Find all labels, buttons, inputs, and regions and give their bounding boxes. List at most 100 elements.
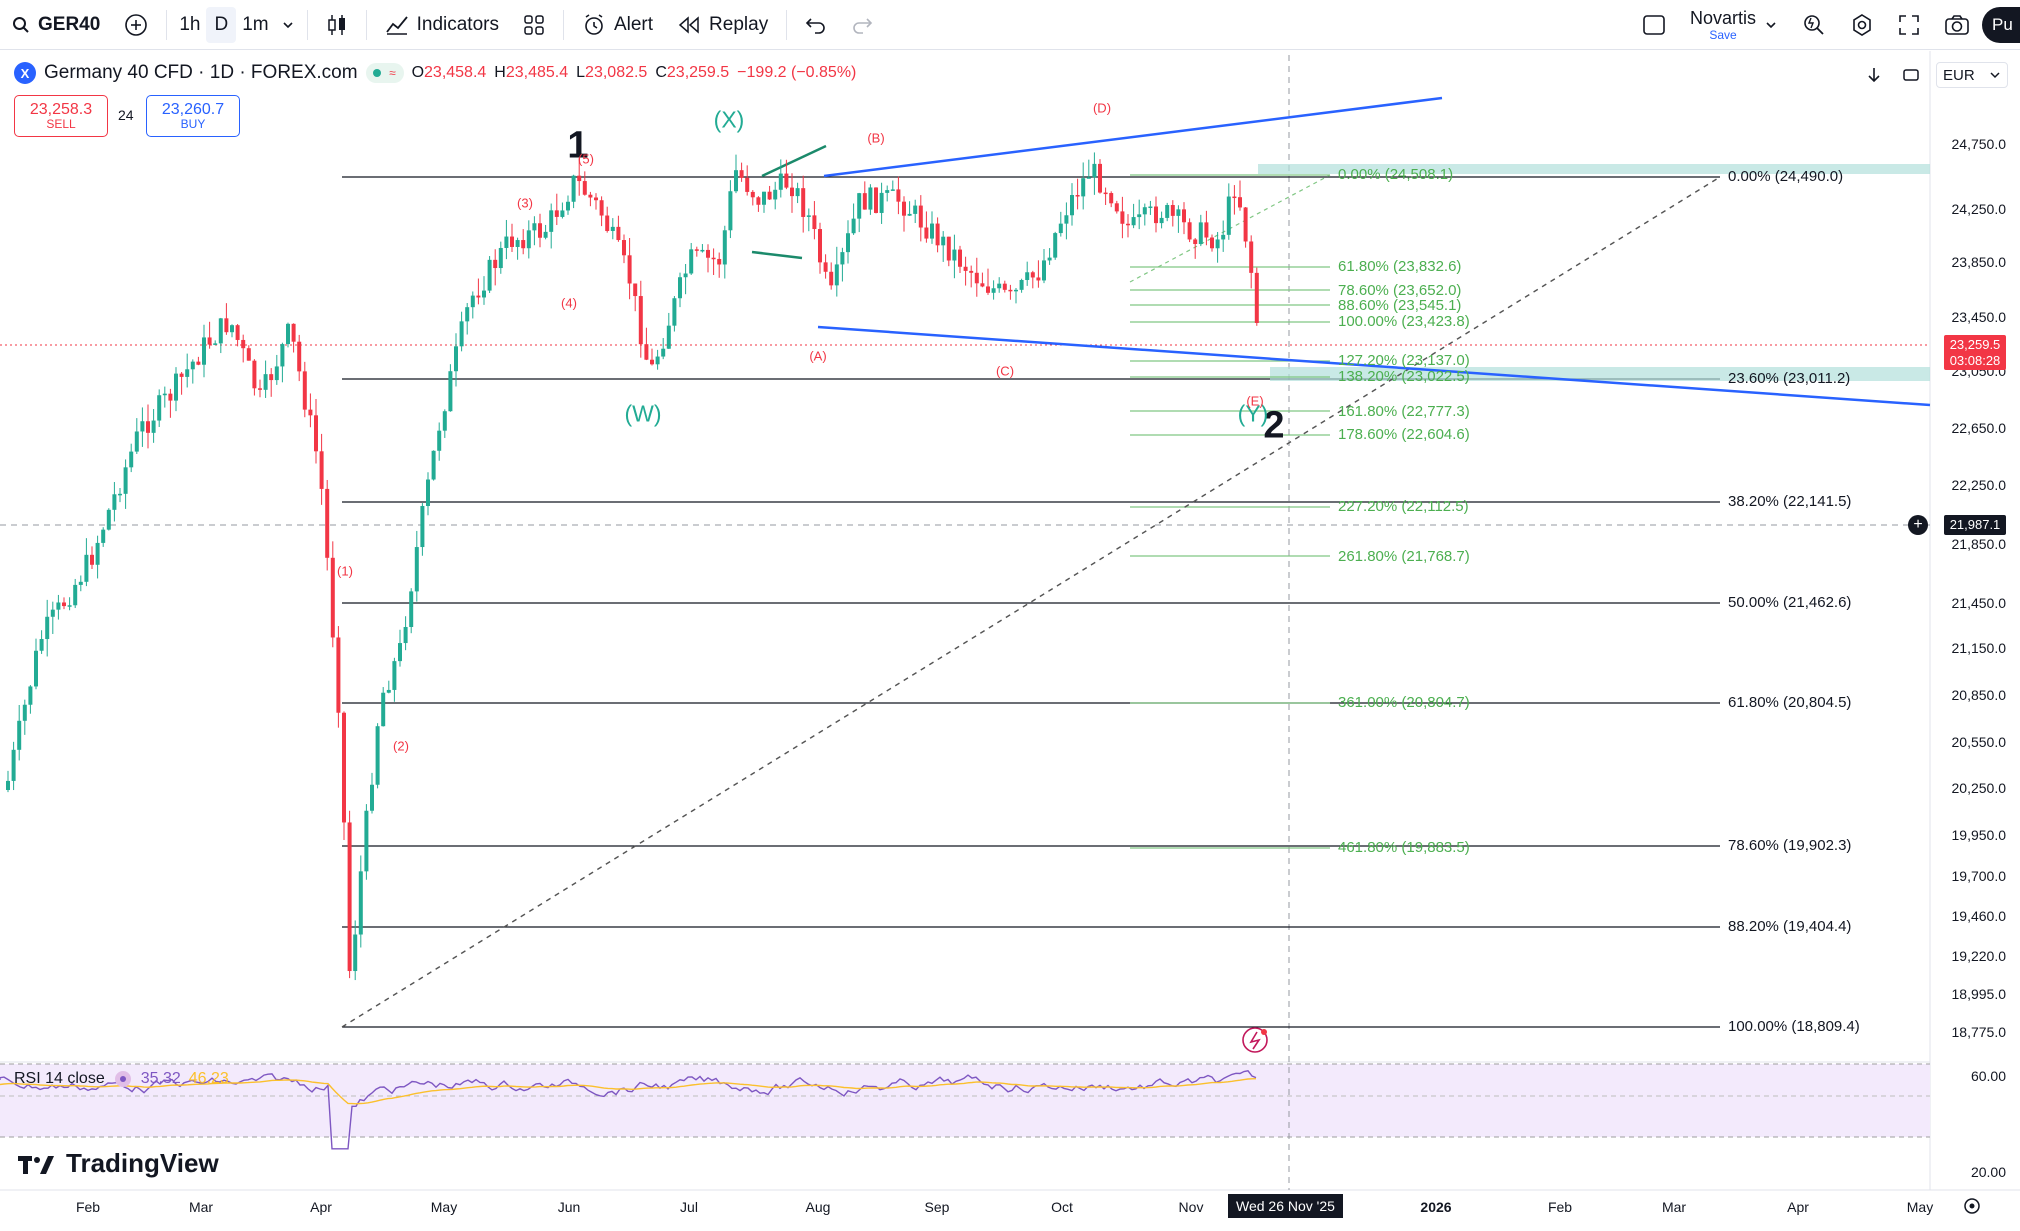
candle-body: [1064, 215, 1069, 224]
candlestick-series[interactable]: [6, 152, 1259, 981]
search-icon: [13, 16, 29, 33]
sell-button[interactable]: 23,258.3 SELL: [14, 95, 108, 137]
ohlc-values: O23,458.4 H23,485.4 L23,082.5 C23,259.5 …: [412, 64, 857, 82]
alert-button[interactable]: Alert: [570, 0, 665, 50]
redo-button[interactable]: [839, 0, 885, 50]
tradingview-logo[interactable]: TradingView: [18, 1148, 219, 1179]
candle-body: [594, 197, 598, 201]
candle-body: [1036, 277, 1041, 281]
candle-body: [62, 602, 66, 607]
upper-trend-line[interactable]: [823, 96, 1443, 178]
flag-upper-line[interactable]: [761, 144, 827, 178]
candle-body: [806, 215, 811, 217]
time-tick: Mar: [1661, 1199, 1687, 1215]
snapshot-button[interactable]: [1932, 0, 1982, 50]
quick-search-button[interactable]: [1790, 0, 1838, 50]
symbol-search[interactable]: GER40: [0, 0, 112, 50]
toolbar-divider: [562, 9, 564, 40]
fib-ext-label: 261.80% (21,768.7): [1338, 548, 1470, 565]
candle-body: [633, 283, 638, 297]
settings-button[interactable]: [1838, 0, 1886, 50]
settings-circle-icon[interactable]: [113, 1069, 133, 1089]
wave-label-d[interactable]: (D): [1092, 100, 1112, 116]
publish-button[interactable]: Pu: [1982, 7, 2020, 43]
layouts-button[interactable]: [511, 0, 557, 50]
indicators-button[interactable]: Indicators: [373, 0, 511, 50]
candle-body: [924, 227, 929, 239]
candle-body: [1120, 211, 1125, 224]
lower-trend-line[interactable]: [817, 325, 1931, 407]
watchlist-toggle[interactable]: [1630, 0, 1678, 50]
fib-label: 38.20% (22,141.5): [1728, 493, 1852, 510]
candle-body: [1098, 163, 1102, 193]
candle-body: [722, 230, 727, 265]
wave-label-4[interactable]: (4): [561, 295, 577, 311]
wave-label-b[interactable]: (B): [867, 130, 885, 146]
wave-label-3[interactable]: (3): [517, 195, 533, 211]
fullscreen-button[interactable]: [1886, 0, 1932, 50]
wave-label-a[interactable]: (A): [809, 348, 827, 364]
candle-body: [34, 650, 38, 687]
go-to-date-button[interactable]: [1962, 1196, 1982, 1221]
candle-body: [1170, 205, 1175, 216]
price-tick: 20,250.0: [1951, 780, 2007, 796]
layout-name-menu[interactable]: Novartis Save: [1678, 0, 1790, 50]
wave-label-2[interactable]: 2: [1263, 404, 1285, 447]
dashed-trend-line[interactable]: [341, 176, 1721, 1028]
interval-dropdown[interactable]: [275, 0, 301, 50]
price-tick: 18,995.0: [1951, 986, 2007, 1002]
chart-title[interactable]: Germany 40 CFD · 1D · FOREX.com: [44, 62, 358, 83]
maximize-pane-button[interactable]: [1902, 62, 1920, 88]
candle-body: [426, 479, 430, 507]
wave-label-y[interactable]: (Y): [1237, 400, 1269, 427]
scroll-down-button[interactable]: [1866, 62, 1882, 88]
toolbar-divider: [365, 9, 367, 40]
flag-lower-line[interactable]: [751, 250, 803, 260]
wave-label-5[interactable]: (5): [578, 151, 594, 167]
candle-body: [470, 295, 475, 308]
interval-d[interactable]: D: [206, 6, 237, 43]
chart-type-button[interactable]: [314, 0, 360, 50]
candle-body: [734, 170, 738, 192]
fib-label: 61.80% (20,804.5): [1728, 694, 1852, 711]
candle-body: [1109, 193, 1114, 204]
wave-label-1[interactable]: 1: [567, 124, 589, 167]
replay-button[interactable]: Replay: [665, 0, 780, 50]
wave-label-2-minor[interactable]: (2): [393, 738, 409, 754]
wave-label-e[interactable]: (E): [1246, 393, 1264, 409]
candle-body: [532, 223, 537, 231]
rsi-value: 35.32: [140, 1070, 181, 1087]
fib-extension-lines[interactable]: [1130, 174, 1330, 849]
candle-body: [946, 236, 951, 261]
exchange-logo-icon: X: [14, 62, 36, 84]
wave-label-1-minor[interactable]: (1): [337, 563, 353, 579]
wave-label-x[interactable]: (X): [713, 106, 745, 133]
compare-button[interactable]: [112, 0, 160, 50]
candle-body: [476, 295, 481, 298]
interval-1m[interactable]: 1m: [236, 0, 274, 50]
add-alert-plus-button[interactable]: +: [1908, 515, 1928, 535]
lightning-icon[interactable]: [1242, 1027, 1268, 1053]
time-tick: Aug: [805, 1199, 831, 1215]
low-label: L: [576, 64, 586, 81]
wave-label-c[interactable]: (C): [995, 363, 1015, 379]
buy-button[interactable]: 23,260.7 BUY: [146, 95, 240, 137]
candle-body: [269, 374, 274, 381]
price-tick: 18,775.0: [1951, 1024, 2007, 1040]
candle-body: [930, 223, 934, 239]
currency-select[interactable]: EUR: [1936, 62, 2008, 88]
price-tick: 20,850.0: [1951, 687, 2007, 703]
candle-body: [78, 581, 83, 585]
rsi-legend[interactable]: RSI 14 close 35.32 46.23: [14, 1069, 229, 1089]
market-status-icon[interactable]: ≈: [365, 63, 404, 83]
wave-label-w[interactable]: (W): [624, 400, 662, 427]
candle-body: [459, 321, 464, 347]
candle-body: [582, 181, 587, 195]
undo-button[interactable]: [793, 0, 839, 50]
interval-1h[interactable]: 1h: [173, 0, 206, 50]
candle-body: [1182, 209, 1186, 223]
candle-body: [1159, 217, 1164, 224]
time-tick: Apr: [1787, 1199, 1809, 1215]
time-tick: Nov: [1178, 1199, 1204, 1215]
